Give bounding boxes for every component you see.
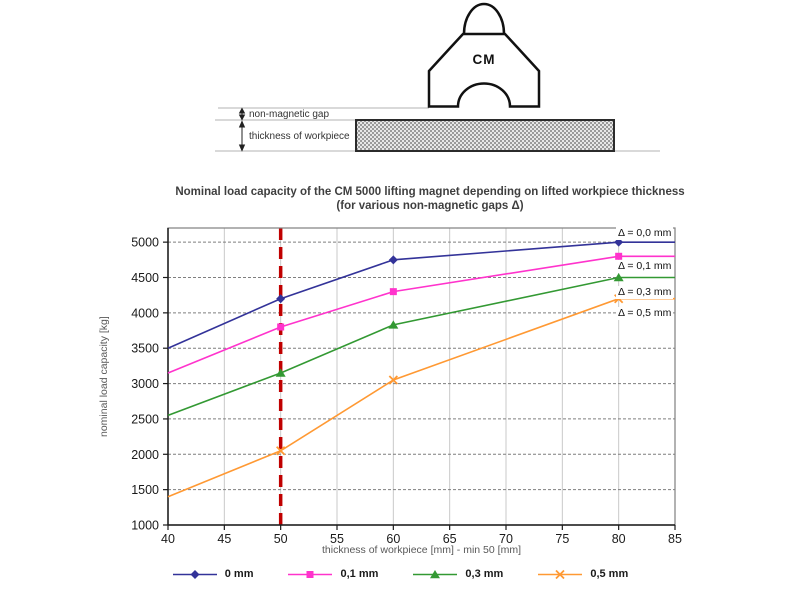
x-tick-label: 65 — [443, 532, 457, 546]
chart: Nominal load capacity of the CM 5000 lif… — [0, 180, 800, 600]
y-tick-label: 1500 — [131, 483, 159, 497]
chart-title: Nominal load capacity of the CM 5000 lif… — [70, 185, 790, 213]
legend-marker-icon — [538, 569, 583, 579]
plot-background — [168, 228, 675, 525]
y-tick-label: 3500 — [131, 342, 159, 356]
legend-item-label: 0,5 mm — [590, 568, 629, 580]
series-1-marker — [277, 323, 285, 331]
gap-label: non-magnetic gap — [249, 109, 329, 120]
legend-item: 0,1 mm — [287, 568, 378, 580]
legend-item: 0,3 mm — [412, 568, 503, 580]
x-tick-label: 80 — [612, 532, 626, 546]
y-tick-label: 1000 — [131, 519, 159, 533]
legend-marker — [430, 569, 441, 578]
legend-marker — [306, 570, 314, 578]
magnet-diagram: non-magnetic gap thickness of workpiece … — [215, 2, 660, 152]
series-annotation-3: Δ = 0,5 mm — [616, 307, 674, 320]
series-2-marker — [388, 320, 399, 329]
thickness-arrow-icon — [238, 120, 246, 152]
x-tick-label: 75 — [555, 532, 569, 546]
magnet-body — [427, 32, 541, 108]
series-annotation-2: Δ = 0,3 mm — [616, 286, 674, 299]
workpiece-label: thickness of workpiece — [249, 131, 350, 142]
y-tick-label: 2000 — [131, 448, 159, 462]
series-3-marker — [388, 375, 398, 385]
legend-marker — [190, 569, 200, 579]
chart-title-line2: (for various non-magnetic gaps Δ) — [336, 200, 524, 212]
legend-marker-icon — [172, 569, 217, 579]
series-2-marker — [275, 368, 286, 377]
legend-marker-icon — [288, 570, 333, 578]
x-tick-label: 70 — [499, 532, 513, 546]
series-0-marker — [614, 237, 624, 247]
y-tick-label: 5000 — [131, 236, 159, 250]
gap-arrow-icon — [238, 107, 246, 121]
series-3-marker — [276, 446, 286, 456]
series-1-marker — [389, 288, 397, 296]
legend: 0 mm 0,1 mm 0,3 mm 0,5 mm — [0, 568, 800, 580]
x-tick-label: 85 — [668, 532, 682, 546]
x-axis-title: thickness of workpiece [mm] - min 50 [mm… — [322, 544, 521, 556]
x-tick-label: 50 — [274, 532, 288, 546]
y-axis-title: nominal load capacity [kg] — [98, 316, 110, 437]
x-tick-label: 45 — [217, 532, 231, 546]
y-tick-label: 2500 — [131, 412, 159, 426]
magnet-label: CM — [473, 52, 496, 67]
series-2-marker — [613, 273, 624, 282]
legend-item-label: 0 mm — [224, 568, 254, 580]
legend-item-label: 0,1 mm — [340, 568, 379, 580]
x-tick-label: 40 — [161, 532, 175, 546]
x-tick-label: 55 — [330, 532, 344, 546]
series-annotation-0: Δ = 0,0 mm — [616, 227, 674, 240]
legend-item: 0 mm — [172, 568, 254, 580]
series-annotation-1: Δ = 0,1 mm — [616, 260, 674, 273]
y-tick-label: 4500 — [131, 271, 159, 285]
magnet-shackle — [462, 2, 506, 35]
y-tick-label: 3000 — [131, 377, 159, 391]
legend-item: 0,5 mm — [537, 568, 628, 580]
x-tick-label: 60 — [386, 532, 400, 546]
legend-item-label: 0,3 mm — [465, 568, 504, 580]
chart-plot-area: 1000 1500 2000 2500 3000 3500 4000 4500 5000 40 45… — [131, 227, 682, 546]
y-tick-label: 4000 — [131, 306, 159, 320]
legend-marker — [555, 569, 565, 579]
chart-title-line1: Nominal load capacity of the CM 5000 lif… — [175, 186, 685, 198]
workpiece-hatch — [355, 119, 615, 152]
series-0-marker — [276, 294, 286, 304]
legend-marker-icon — [413, 569, 458, 578]
series-1-marker — [615, 252, 623, 260]
